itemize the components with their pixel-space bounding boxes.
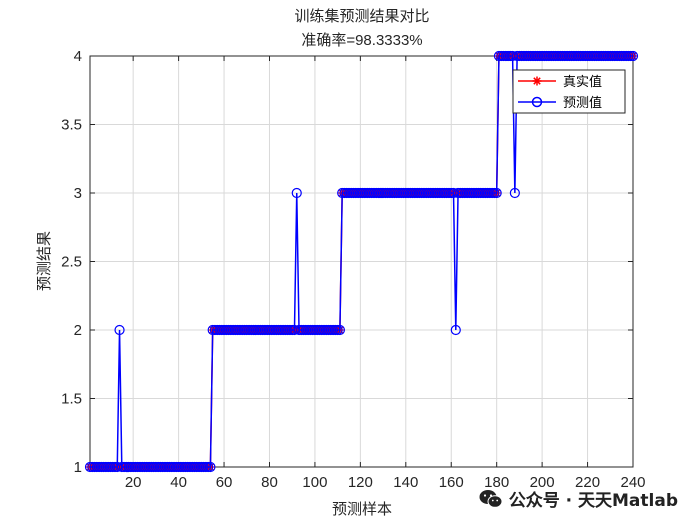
predicted-point xyxy=(509,187,520,199)
x-tick-label: 40 xyxy=(170,474,187,491)
y-tick-label: 1.5 xyxy=(61,391,82,408)
x-tick-label: 240 xyxy=(620,474,645,491)
x-tick-label: 20 xyxy=(125,474,142,491)
legend-item-predicted[interactable]: 预测值 xyxy=(518,95,602,111)
predicted-point xyxy=(491,187,502,199)
y-tick-label: 3 xyxy=(74,185,82,202)
legend-box xyxy=(512,69,626,114)
legend-label-true: 真实值 xyxy=(563,74,602,90)
y-tick-label: 1 xyxy=(74,459,82,476)
predicted-point xyxy=(114,324,125,336)
x-axis-label: 预测样本 xyxy=(332,500,392,518)
y-tick-label: 2.5 xyxy=(61,254,82,271)
y-tick-label: 4 xyxy=(74,48,82,65)
x-tick-labels: 20 40 60 80 100 120 140 160 180 200 220 240 xyxy=(125,474,646,491)
predicted-point xyxy=(205,461,216,473)
asterisk-marker-icon xyxy=(532,76,542,86)
legend[interactable]: 真实值 预测值 xyxy=(512,69,626,114)
y-tick-label: 2 xyxy=(74,322,82,339)
watermark-text: 公众号 · 天天Matlab xyxy=(508,491,678,511)
x-tick-label: 220 xyxy=(575,474,600,491)
x-tick-label: 160 xyxy=(439,474,464,491)
chart-title: 训练集预测结果对比 xyxy=(294,8,429,25)
y-axis-label: 预测结果 xyxy=(35,231,53,291)
circle-marker-icon xyxy=(531,96,543,108)
y-tick-labels: 1 1.5 2 2.5 3 3.5 4 xyxy=(61,48,82,476)
x-tick-label: 120 xyxy=(348,474,373,491)
x-tick-label: 180 xyxy=(484,474,509,491)
x-tick-label: 60 xyxy=(216,474,233,491)
predicted-point xyxy=(450,324,461,336)
x-tick-label: 200 xyxy=(530,474,555,491)
x-tick-label: 140 xyxy=(393,474,418,491)
x-tick-label: 100 xyxy=(302,474,327,491)
legend-label-predicted: 预测值 xyxy=(563,95,602,111)
legend-item-true[interactable]: 真实值 xyxy=(518,74,602,90)
wechat-icon xyxy=(479,489,503,508)
series-layer xyxy=(84,50,639,473)
predicted-point xyxy=(627,50,639,62)
watermark: 公众号 · 天天Matlab xyxy=(479,486,678,511)
x-tick-label: 80 xyxy=(261,474,278,491)
predicted-point xyxy=(291,187,302,199)
predicted-point xyxy=(334,324,346,336)
chart-subtitle: 准确率=98.3333% xyxy=(301,32,422,49)
y-tick-label: 3.5 xyxy=(61,117,82,134)
